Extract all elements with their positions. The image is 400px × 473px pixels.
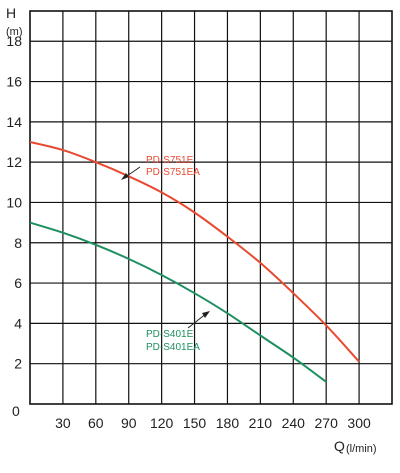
x-tick-label: 120: [150, 415, 174, 431]
x-axis-unit: (l/min): [346, 443, 377, 455]
origin-label: 0: [12, 403, 20, 419]
series-layer: [29, 141, 360, 383]
y-tick-label: 8: [14, 235, 22, 251]
y-tick-label: 14: [6, 114, 22, 130]
x-tick-label: 60: [88, 415, 104, 431]
x-tick-label: 240: [282, 415, 306, 431]
y-axis-label: H: [6, 5, 16, 21]
tick-layer: 30 60 90 120 150 180 210 240 270 3002468101214161…: [6, 33, 371, 431]
y-tick-label: 18: [6, 33, 22, 49]
plot-frame: [29, 10, 393, 405]
x-tick-label: 30: [55, 415, 71, 431]
x-tick-label: 270: [315, 415, 339, 431]
x-tick-label: 180: [216, 415, 240, 431]
y-tick-label: 12: [6, 154, 22, 170]
green-series-label-1: PD-S401E: [146, 329, 194, 340]
x-tick-label: 90: [121, 415, 137, 431]
red-series-label-2: PD-S751EA: [146, 167, 200, 178]
series-line-pd-s751: [29, 141, 360, 363]
y-tick-label: 16: [6, 74, 22, 90]
grid-layer: [29, 10, 393, 405]
green-series-label-2: PD-S401EA: [146, 342, 200, 353]
green-series-callout: PD-S401E PD-S401EA: [146, 311, 210, 353]
series-line-pd-s401: [29, 221, 327, 383]
y-tick-label: 10: [6, 194, 22, 210]
green-callout-arrowhead: [202, 311, 210, 318]
red-series-callout: PD-S751E PD-S751EA: [121, 155, 200, 180]
x-tick-label: 300: [347, 415, 371, 431]
x-tick-label: 210: [249, 415, 273, 431]
red-series-label-1: PD-S751E: [146, 155, 194, 166]
y-tick-label: 2: [14, 356, 22, 372]
y-axis-unit: (m): [6, 26, 23, 38]
y-tick-label: 6: [14, 275, 22, 291]
x-tick-label: 150: [183, 415, 207, 431]
red-callout-arrowhead: [121, 173, 129, 180]
x-axis-label: Q: [334, 438, 345, 454]
y-tick-label: 4: [14, 315, 22, 331]
